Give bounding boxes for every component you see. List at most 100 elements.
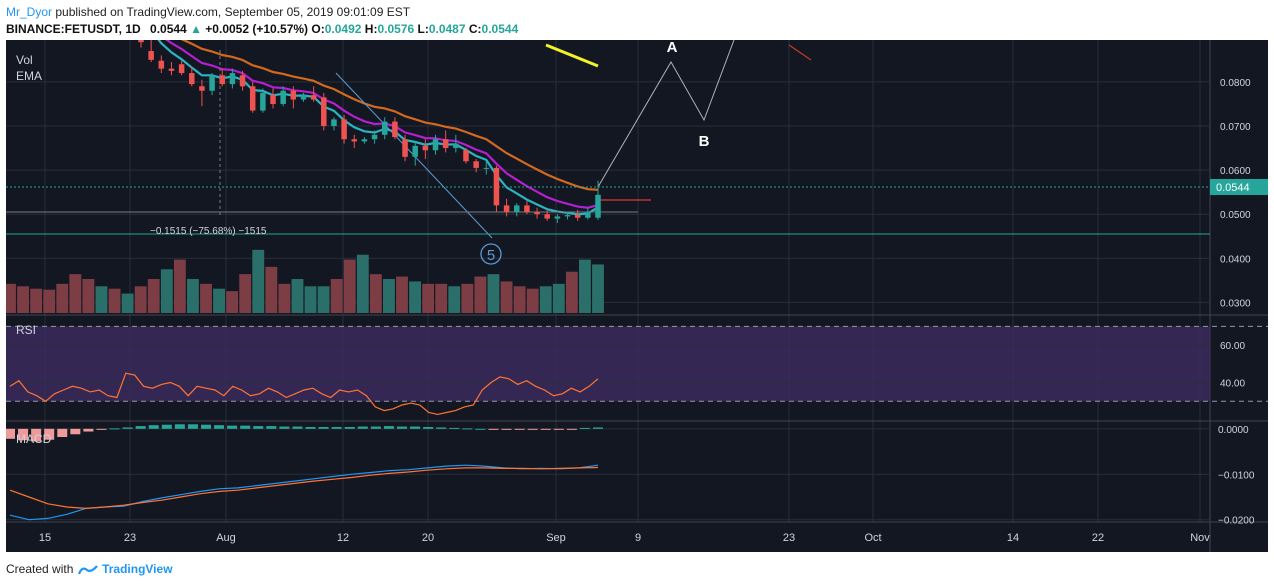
- macd-histogram-bar: [31, 428, 42, 442]
- close-value: 0.0544: [481, 22, 519, 36]
- candle-body: [168, 68, 175, 71]
- macd-histogram-bar: [187, 424, 198, 429]
- rsi-band: [6, 326, 1210, 402]
- price-change: +0.0052 (+10.57%): [205, 22, 309, 36]
- candle-body: [574, 215, 581, 218]
- macd-histogram-bar: [18, 428, 29, 441]
- price-tick-label: 0.0700: [1220, 122, 1251, 133]
- volume-bar: [500, 281, 513, 313]
- macd-histogram-bar: [148, 425, 159, 429]
- wave-b-label: B: [699, 133, 710, 150]
- candle-body: [239, 75, 246, 87]
- volume-bar: [552, 283, 565, 313]
- volume-bar: [579, 259, 591, 313]
- high-label: H:: [364, 22, 378, 36]
- volume-bar: [461, 283, 474, 313]
- candle-body: [564, 215, 571, 217]
- candle-body: [422, 145, 429, 151]
- footer: Created with TradingView: [6, 562, 173, 576]
- last-price-tag-text: 0.0544: [1216, 182, 1250, 194]
- red-trend-stub: [788, 44, 812, 61]
- volume-bar: [356, 254, 369, 313]
- macd-histogram-bar: [305, 427, 316, 429]
- candle-body: [321, 97, 327, 127]
- volume-bar: [448, 286, 461, 313]
- candle-body: [270, 95, 276, 104]
- candle-body: [290, 90, 297, 100]
- candle-body: [554, 216, 561, 219]
- volume-bar: [226, 291, 239, 313]
- axes: 0.0800 0.0700 0.0600 0.0500 0.0400 0.0300 60.0…: [39, 78, 1255, 544]
- macd-histogram-bar: [593, 427, 603, 429]
- time-tick-label: 23: [783, 532, 795, 544]
- macd-histogram-bar: [370, 426, 381, 429]
- candle-body: [331, 119, 337, 127]
- macd-histogram-bar: [449, 427, 460, 429]
- macd-histogram-bar: [292, 426, 303, 429]
- volume-bar: [147, 279, 160, 313]
- volume-bar: [6, 283, 16, 313]
- candle-body: [158, 60, 165, 69]
- macd-histogram-bar: [318, 427, 329, 429]
- macd-histogram-bar: [240, 425, 251, 429]
- chart-canvas[interactable]: 0.0800 0.0700 0.0600 0.0500 0.0400 0.0300 60.0…: [6, 40, 1268, 552]
- macd-histogram-bar: [109, 428, 120, 430]
- volume-bar: [187, 279, 199, 313]
- volume-bar: [474, 276, 487, 313]
- volume-bar: [200, 283, 212, 313]
- volume-bar: [317, 286, 330, 313]
- macd-histogram-bar: [410, 426, 421, 429]
- candle-body: [260, 92, 266, 111]
- created-with: Created with: [6, 562, 74, 576]
- price-tick-label: 0.0400: [1220, 254, 1251, 265]
- volume-bar: [422, 283, 435, 313]
- macd-histogram-bar: [201, 424, 211, 429]
- candle-body: [209, 75, 215, 91]
- candle-body: [361, 139, 368, 142]
- volume-bar: [56, 283, 69, 313]
- candle-body: [544, 214, 550, 219]
- volume-bar: [95, 286, 108, 313]
- candle-body: [351, 139, 358, 142]
- chart-header: Mr_Dyor published on TradingView.com, Se…: [0, 0, 1274, 40]
- macd-histogram-bar: [501, 428, 512, 430]
- volume-bar: [565, 271, 578, 313]
- price-tick-label: 0.0600: [1220, 166, 1251, 177]
- macd-histogram-bar: [344, 427, 355, 429]
- candle-body: [402, 139, 408, 157]
- candle-body: [412, 145, 418, 157]
- macd-histogram-bar: [514, 428, 525, 430]
- symbol-name[interactable]: BINANCE:FETUSDT, 1D: [6, 22, 141, 36]
- volume-bar: [539, 286, 552, 313]
- price-tick-label: 0.0300: [1220, 298, 1251, 309]
- macd-histogram-bar: [44, 428, 55, 440]
- volume-bar: [435, 283, 448, 313]
- symbol-line: BINANCE:FETUSDT, 1D 0.0544 ▲ +0.0052 (+1…: [6, 22, 518, 36]
- author-link[interactable]: Mr_Dyor: [6, 5, 53, 19]
- time-tick-label: Nov: [1190, 532, 1210, 544]
- macd-histogram-bar: [527, 428, 538, 430]
- price-tick-label: 0.0500: [1220, 210, 1251, 221]
- ema-mid-line: [164, 40, 599, 209]
- macd-histogram-bar: [357, 426, 368, 429]
- volume-bar: [304, 286, 317, 313]
- time-tick-label: 15: [39, 532, 51, 544]
- tradingview-link[interactable]: TradingView: [102, 562, 173, 576]
- rsi-pane: [6, 325, 1268, 416]
- macd-histogram-bar: [214, 425, 225, 429]
- macd-histogram-bar: [174, 424, 185, 429]
- macd-histogram-bar: [57, 428, 68, 437]
- macd-tick-label: −0.0200: [1218, 516, 1255, 527]
- volume-bar: [278, 283, 291, 313]
- macd-histogram-bar: [6, 428, 15, 439]
- rsi-tick-label: 60.00: [1220, 341, 1245, 352]
- candle-body: [381, 121, 388, 135]
- candle-body: [300, 95, 307, 100]
- measure-label: −0.1515 (−75.68%) −1515: [150, 226, 267, 237]
- volume-bar: [330, 279, 343, 313]
- macd-histogram-bar: [423, 427, 434, 429]
- macd-histogram-bar: [383, 426, 394, 429]
- price-tick-label: 0.0800: [1220, 78, 1251, 89]
- candle-body: [453, 143, 459, 149]
- volume-bar: [526, 288, 539, 313]
